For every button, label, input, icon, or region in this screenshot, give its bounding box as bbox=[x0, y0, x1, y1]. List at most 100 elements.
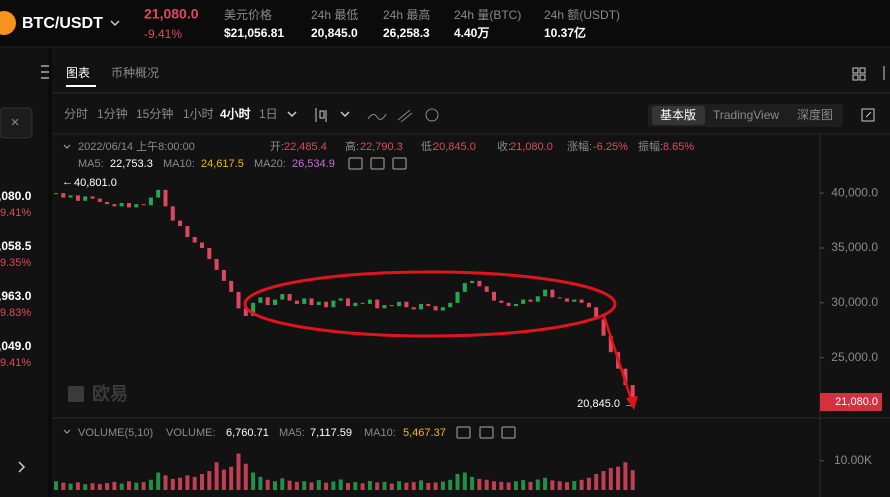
interval[interactable]: 1日 bbox=[259, 107, 278, 121]
candle-body bbox=[141, 204, 146, 206]
volume-bar bbox=[236, 453, 241, 490]
interval[interactable]: 1小时 bbox=[183, 107, 214, 121]
candle-body bbox=[287, 294, 292, 301]
volume-bar bbox=[163, 475, 168, 490]
stat-label: 24h 最高 bbox=[383, 7, 430, 22]
close-icon[interactable]: × bbox=[11, 114, 20, 131]
volume-icon[interactable] bbox=[479, 426, 494, 439]
side-price[interactable]: ,058.5 bbox=[0, 239, 32, 253]
volume-bar bbox=[331, 481, 336, 490]
tab[interactable]: 币种概况 bbox=[111, 66, 159, 80]
collapse[interactable] bbox=[63, 429, 71, 434]
volume-bar bbox=[258, 476, 263, 490]
side-price[interactable]: ,963.0 bbox=[0, 289, 32, 303]
candle-body bbox=[477, 280, 482, 287]
stat-value: 10.37亿 bbox=[544, 25, 586, 40]
ohlc-value: 22,790.3 bbox=[360, 141, 403, 153]
settings-icon[interactable] bbox=[425, 108, 439, 122]
indicator-icon[interactable] bbox=[367, 113, 387, 120]
volume-bar bbox=[586, 477, 591, 490]
tab[interactable]: 图表 bbox=[66, 66, 90, 80]
expand-icon[interactable] bbox=[18, 461, 26, 473]
volume-bar bbox=[382, 481, 387, 490]
search-box[interactable] bbox=[0, 107, 33, 139]
layout-icon[interactable] bbox=[852, 67, 866, 81]
volume-bar bbox=[484, 479, 489, 490]
candle-type-icon[interactable] bbox=[315, 108, 327, 122]
candle-body bbox=[68, 195, 73, 198]
candle-body bbox=[156, 189, 161, 198]
settings-icon[interactable] bbox=[370, 157, 385, 170]
collapse[interactable] bbox=[63, 144, 71, 149]
volume-value: 6,760.71 bbox=[226, 427, 269, 439]
volume-label: VOLUME: bbox=[166, 427, 216, 439]
fullscreen-icon[interactable] bbox=[861, 108, 875, 122]
menu-icon[interactable] bbox=[41, 65, 49, 79]
chevron[interactable] bbox=[340, 111, 350, 118]
candle-body bbox=[346, 298, 350, 307]
ohlc-value: 21,080.0 bbox=[510, 141, 553, 153]
candle-body bbox=[550, 289, 555, 298]
candle-body bbox=[404, 301, 409, 308]
ohlc-value: 22,485.4 bbox=[284, 141, 327, 153]
candle-body bbox=[90, 196, 95, 199]
volume-bar bbox=[404, 482, 409, 490]
volume-bar bbox=[119, 483, 124, 490]
symbol-chevron[interactable] bbox=[110, 20, 120, 27]
interval[interactable]: 15分钟 bbox=[136, 106, 173, 121]
draw-icon[interactable] bbox=[397, 109, 413, 123]
stat-label: 24h 额(USDT) bbox=[544, 8, 620, 22]
volume-bar bbox=[221, 469, 226, 490]
volume-bar bbox=[535, 479, 540, 490]
volume-bar bbox=[557, 481, 562, 490]
stat-value: 4.40万 bbox=[454, 26, 489, 40]
candle-body bbox=[623, 368, 628, 386]
view-option[interactable]: 基本版 bbox=[660, 108, 696, 122]
y-tick-label: 35,000.0 bbox=[831, 240, 878, 254]
symbol[interactable]: BTC/USDT bbox=[22, 15, 103, 32]
candle-body bbox=[543, 289, 548, 297]
ohlc-label: 开: bbox=[270, 141, 284, 153]
interval-chevron[interactable] bbox=[287, 111, 297, 118]
interval[interactable]: 1分钟 bbox=[97, 106, 128, 121]
ma-value: 24,617.5 bbox=[201, 158, 244, 170]
candle-body bbox=[499, 300, 504, 303]
volume-bar bbox=[623, 462, 628, 490]
volume-bar bbox=[134, 482, 139, 490]
side-change[interactable]: 9.41% bbox=[0, 357, 31, 369]
ma-icons[interactable] bbox=[348, 157, 407, 170]
candle-body bbox=[389, 305, 394, 307]
view-active bbox=[652, 106, 705, 125]
candle-body bbox=[119, 203, 124, 207]
volume-bar bbox=[470, 476, 475, 490]
volume-bar bbox=[579, 479, 584, 490]
view-option[interactable]: 深度图 bbox=[797, 107, 833, 122]
side-change[interactable]: 9.83% bbox=[0, 307, 31, 319]
stat-value: 26,258.3 bbox=[383, 26, 430, 40]
interval[interactable]: 4小时 bbox=[220, 106, 251, 121]
volume-icon[interactable] bbox=[456, 426, 471, 439]
view-option[interactable]: TradingView bbox=[713, 108, 779, 122]
volume-bar bbox=[324, 482, 329, 490]
stat-value: 20,845.0 bbox=[311, 26, 358, 40]
volume-label: MA10: bbox=[364, 427, 396, 439]
side-change[interactable]: 9.35% bbox=[0, 257, 31, 269]
volume-bar bbox=[521, 480, 526, 490]
candle-body bbox=[192, 237, 197, 243]
volume-icon[interactable] bbox=[501, 426, 516, 439]
visible-icon[interactable] bbox=[348, 157, 363, 170]
volume-bar bbox=[273, 481, 277, 490]
volume-bar bbox=[127, 481, 131, 490]
candle-body bbox=[134, 204, 139, 208]
volume-bar bbox=[251, 472, 256, 490]
volume-bar bbox=[492, 481, 496, 490]
volume-value: 7,117.59 bbox=[310, 427, 352, 439]
side-change[interactable]: 9.41% bbox=[0, 207, 31, 219]
ma-label: MA5: bbox=[78, 158, 104, 170]
remove-icon[interactable] bbox=[392, 157, 407, 170]
interval[interactable]: 分时 bbox=[64, 107, 88, 121]
side-price[interactable]: ,080.0 bbox=[0, 189, 32, 203]
low-label: 20,845.0 bbox=[577, 398, 620, 410]
side-price[interactable]: ,049.0 bbox=[0, 339, 32, 353]
candle-body bbox=[440, 307, 445, 311]
